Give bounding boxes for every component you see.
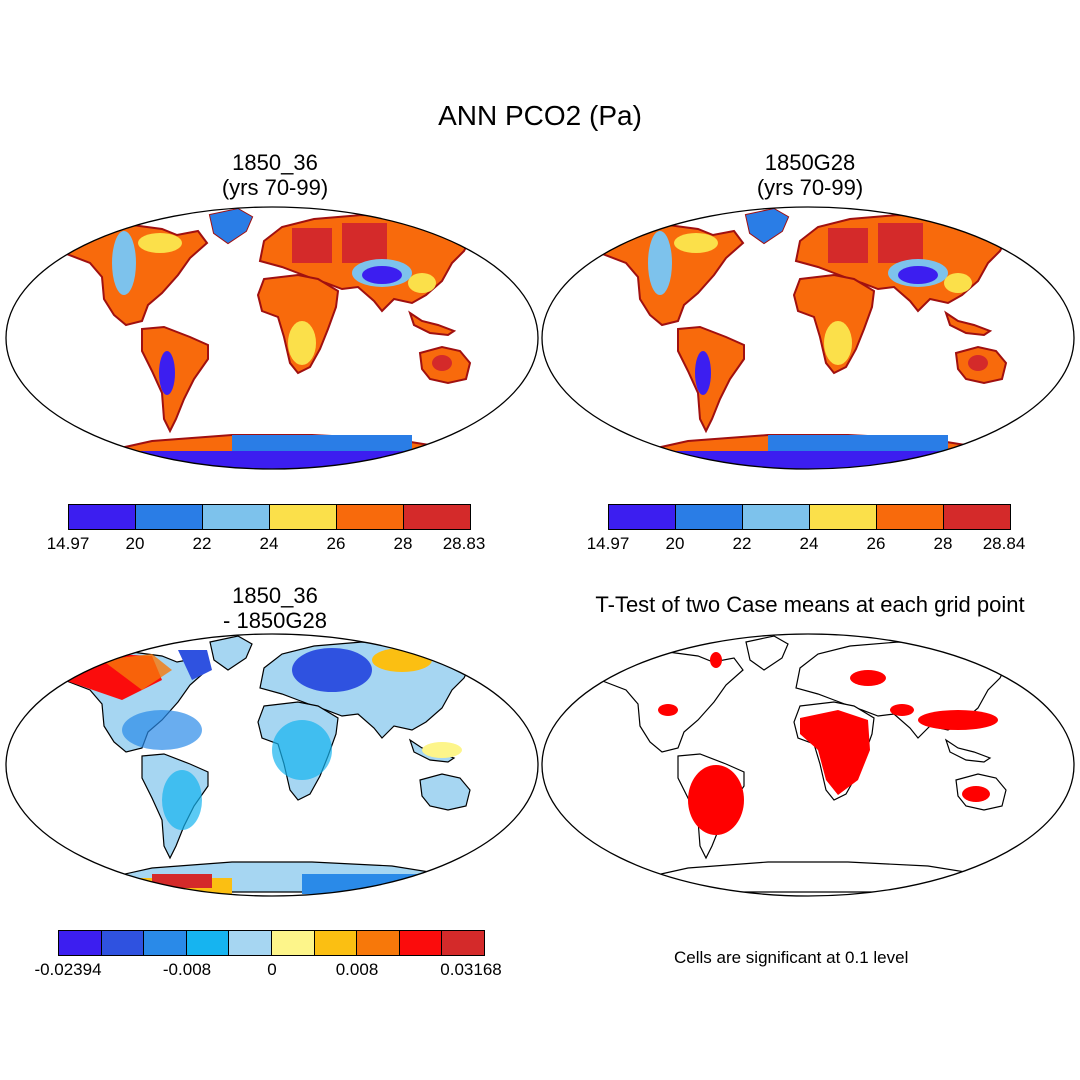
- colorbar-swatch: [337, 505, 404, 529]
- colorbar-tick-label: 24: [259, 534, 279, 553]
- colorbar-swatch: [203, 505, 270, 529]
- colorbar-tick-label: 24: [799, 534, 819, 553]
- colorbar-swatch: [442, 931, 484, 955]
- colorbar-swatch: [136, 505, 203, 529]
- colorbar-swatch: [743, 505, 810, 529]
- colorbar-diff: [58, 930, 485, 956]
- colorbar-tick-label: 28.83: [442, 534, 486, 553]
- colorbar-tick-label: 0.008: [335, 960, 379, 979]
- colorbar-tick-label: 28: [933, 534, 953, 553]
- panel-title-line: 1850G28: [764, 150, 856, 175]
- colorbar-tick-label: 28: [393, 534, 413, 553]
- colorbar-tick-label: 22: [732, 534, 752, 553]
- map-border: [5, 206, 539, 470]
- colorbar-swatch: [676, 505, 743, 529]
- colorbar-tick-label: 0: [267, 960, 277, 979]
- colorbar-swatch: [404, 505, 470, 529]
- panel-title-line: 1850_36: [232, 150, 318, 175]
- significant-cells: [658, 652, 998, 835]
- colorbar-swatch: [357, 931, 400, 955]
- colorbar-swatch: [944, 505, 1010, 529]
- panel-title-line: T-Test of two Case means at each grid po…: [595, 592, 1025, 617]
- colorbar-abs-left: [68, 504, 471, 530]
- panel-title-line: (yrs 70-99): [221, 175, 329, 200]
- colorbar-tick-label: -0.02394: [34, 960, 102, 979]
- colorbar-swatch: [810, 505, 877, 529]
- map-bottom-right: [541, 633, 1075, 897]
- colorbar-tick-label: 14.97: [586, 534, 630, 553]
- colorbar-tick-label: 14.97: [46, 534, 90, 553]
- panel-title-top-left: 1850_36 (yrs 70-99): [75, 150, 475, 200]
- field-patches: [102, 209, 452, 469]
- colorbar-swatch: [877, 505, 944, 529]
- panel-title-bottom-right: T-Test of two Case means at each grid po…: [560, 592, 1060, 617]
- land-outline: [599, 635, 1009, 893]
- figure-title: ANN PCO2 (Pa): [438, 100, 642, 131]
- colorbar-swatch: [101, 931, 145, 955]
- colorbar-swatch: [399, 931, 443, 955]
- colorbar-abs-right: [608, 504, 1011, 530]
- panel-title-bottom-left: 1850_36 - 1850G28: [75, 583, 475, 633]
- map-top-right: [541, 206, 1075, 470]
- colorbar-tick-label: -0.008: [162, 960, 212, 979]
- colorbar-tick-label: 28.84: [982, 534, 1026, 553]
- colorbar-swatch: [314, 931, 358, 955]
- colorbar-tick-label: 26: [866, 534, 886, 553]
- colorbar-swatch: [609, 505, 676, 529]
- panel-title-line: 1850_36: [232, 583, 318, 608]
- significance-note: Cells are significant at 0.1 level: [674, 948, 909, 967]
- map-bottom-left: [5, 633, 539, 897]
- colorbar-swatch: [59, 931, 102, 955]
- colorbar-swatch: [144, 931, 187, 955]
- field-patches: [638, 209, 988, 469]
- colorbar-swatch: [271, 931, 315, 955]
- colorbar-tick-label: 0.03168: [440, 960, 502, 979]
- map-border: [541, 633, 1075, 897]
- colorbar-tick-label: 20: [125, 534, 145, 553]
- map-border: [5, 633, 539, 897]
- colorbar-swatch: [229, 931, 272, 955]
- panel-title-line: - 1850G28: [223, 608, 327, 633]
- map-top-left: [5, 206, 539, 470]
- colorbar-swatch: [270, 505, 337, 529]
- colorbar-tick-label: 22: [192, 534, 212, 553]
- colorbar-tick-label: 26: [326, 534, 346, 553]
- map-border: [541, 206, 1075, 470]
- colorbar-swatch: [69, 505, 136, 529]
- panel-title-line: (yrs 70-99): [756, 175, 864, 200]
- colorbar-swatch: [186, 931, 230, 955]
- panel-title-top-right: 1850G28 (yrs 70-99): [610, 150, 1010, 200]
- colorbar-tick-label: 20: [665, 534, 685, 553]
